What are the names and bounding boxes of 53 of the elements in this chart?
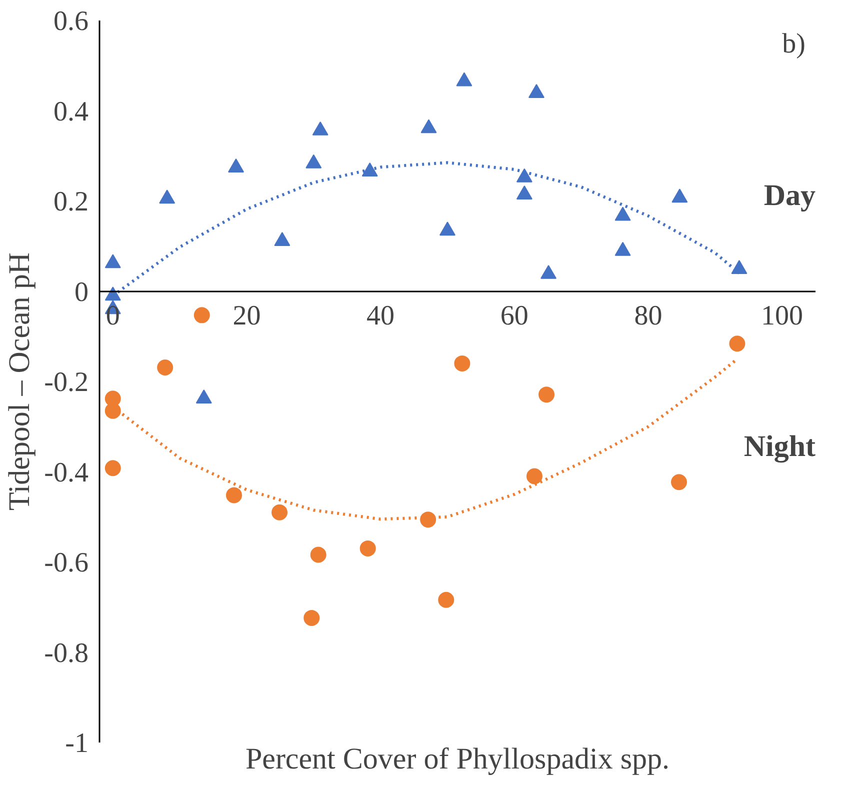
point <box>310 546 326 563</box>
point <box>516 168 532 182</box>
x-tick-label: 80 <box>634 300 662 332</box>
point <box>157 360 174 376</box>
point <box>528 84 544 98</box>
point <box>540 264 557 279</box>
annotation: b) <box>782 28 806 60</box>
y-tick-label: 0.2 <box>54 186 88 218</box>
point <box>362 162 378 176</box>
point <box>538 386 554 403</box>
point <box>104 254 121 268</box>
x-tick-label: 40 <box>366 300 395 332</box>
point <box>526 468 542 484</box>
y-axis-title: Tidepool – Ocean pH <box>3 252 36 511</box>
y-tick-label: -1 <box>65 728 89 759</box>
point <box>420 119 437 134</box>
point <box>312 121 328 136</box>
y-tick-label: -0.4 <box>44 457 89 488</box>
point <box>729 336 746 352</box>
x-tick-label: 100 <box>761 300 804 332</box>
point <box>614 242 631 256</box>
point <box>360 540 376 556</box>
y-tick-label: -0.6 <box>44 548 89 578</box>
point <box>104 460 121 476</box>
text: Night <box>744 430 816 463</box>
y-tick-label: -0.8 <box>44 638 89 669</box>
point <box>516 186 532 200</box>
x-axis-title: Percent Cover of Phyllospadix spp. <box>245 742 670 776</box>
point <box>439 222 456 236</box>
point <box>304 610 320 626</box>
point <box>159 190 176 204</box>
point <box>194 307 210 324</box>
point <box>670 474 687 490</box>
y-tick-label: 0.4 <box>54 96 88 128</box>
point <box>672 188 688 203</box>
point <box>438 592 454 608</box>
y-tick-label: -0.2 <box>44 367 89 398</box>
point <box>614 206 631 221</box>
point <box>104 402 121 419</box>
point <box>228 158 244 172</box>
y-tick-label: 0.6 <box>54 6 88 37</box>
point <box>456 72 472 86</box>
series-label: Day <box>764 179 816 212</box>
x-tick-label: 20 <box>232 300 261 332</box>
point <box>272 504 288 520</box>
point <box>226 487 242 504</box>
point <box>420 512 436 528</box>
point <box>306 154 322 168</box>
point <box>454 355 470 372</box>
point <box>274 232 290 246</box>
y-tick-label: 0 <box>74 276 88 308</box>
x-tick-label: 60 <box>500 300 528 332</box>
point <box>731 260 748 274</box>
